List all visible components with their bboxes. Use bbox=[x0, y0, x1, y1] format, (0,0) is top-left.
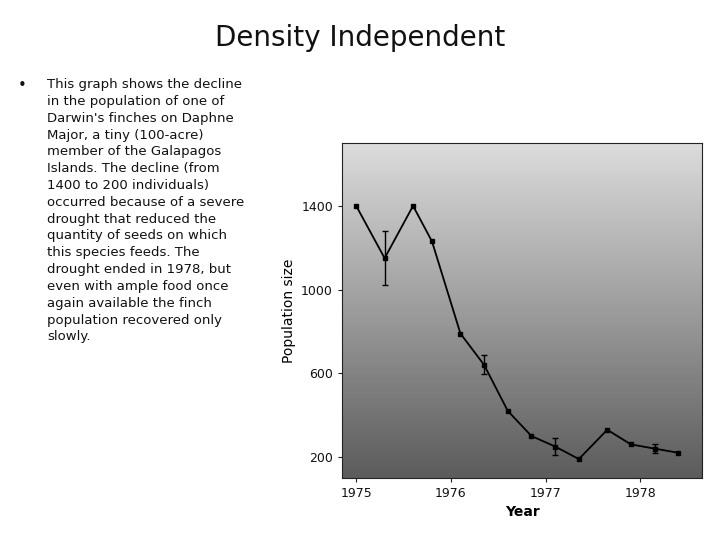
Text: •: • bbox=[18, 78, 27, 93]
Text: This graph shows the decline
in the population of one of
Darwin's finches on Dap: This graph shows the decline in the popu… bbox=[47, 78, 244, 343]
Text: Density Independent: Density Independent bbox=[215, 24, 505, 52]
X-axis label: Year: Year bbox=[505, 505, 539, 519]
Y-axis label: Population size: Population size bbox=[282, 258, 295, 363]
